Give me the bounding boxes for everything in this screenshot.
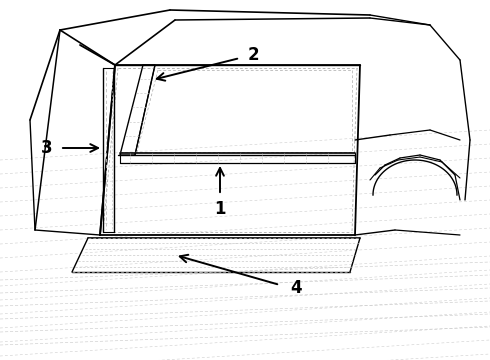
Text: 1: 1 — [214, 200, 226, 218]
Text: 2: 2 — [248, 46, 260, 64]
Text: 3: 3 — [40, 139, 52, 157]
Text: 4: 4 — [290, 279, 302, 297]
